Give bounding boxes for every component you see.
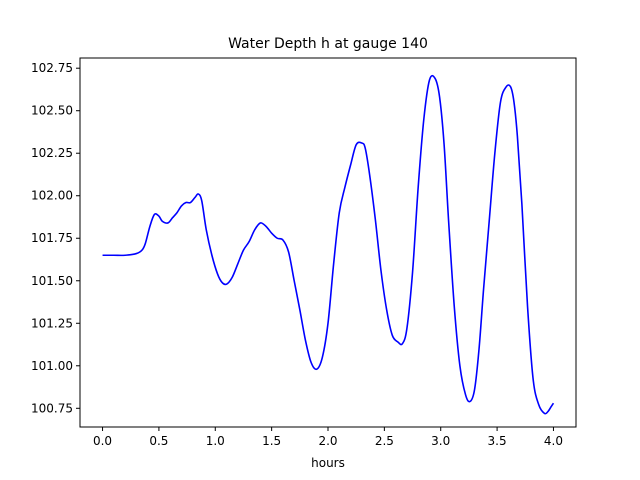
y-tick-label: 102.50 xyxy=(31,104,73,118)
y-tick-label: 102.75 xyxy=(31,61,73,75)
x-tick-label: 3.5 xyxy=(488,434,507,448)
y-tick-label: 101.50 xyxy=(31,274,73,288)
y-tick-label: 101.75 xyxy=(31,231,73,245)
series-line xyxy=(102,74,555,415)
x-axis-ticks: 0.0 0.5 1.0 1.5 2.0 2.5 3.0 3.5 4.0 xyxy=(93,427,563,448)
y-tick-label: 101.25 xyxy=(31,316,73,330)
y-axis-ticks: 100.75 101.00 101.25 101.50 101.75 102.00 102.… xyxy=(31,61,80,415)
x-axis-label: hours xyxy=(311,456,345,470)
x-tick-label: 1.0 xyxy=(206,434,225,448)
x-tick-label: 4.0 xyxy=(544,434,563,448)
y-tick-label: 102.00 xyxy=(31,189,73,203)
x-tick-label: 1.5 xyxy=(262,434,281,448)
chart-title: Water Depth h at gauge 140 xyxy=(228,36,428,52)
y-tick-label: 102.25 xyxy=(31,146,73,160)
x-tick-label: 2.5 xyxy=(375,434,394,448)
x-tick-label: 0.5 xyxy=(149,434,168,448)
x-tick-label: 3.0 xyxy=(431,434,450,448)
y-tick-label: 101.00 xyxy=(31,359,73,373)
x-tick-label: 2.0 xyxy=(318,434,337,448)
x-tick-label: 0.0 xyxy=(93,434,112,448)
plot-layer xyxy=(102,74,555,415)
y-tick-label: 100.75 xyxy=(31,401,73,415)
